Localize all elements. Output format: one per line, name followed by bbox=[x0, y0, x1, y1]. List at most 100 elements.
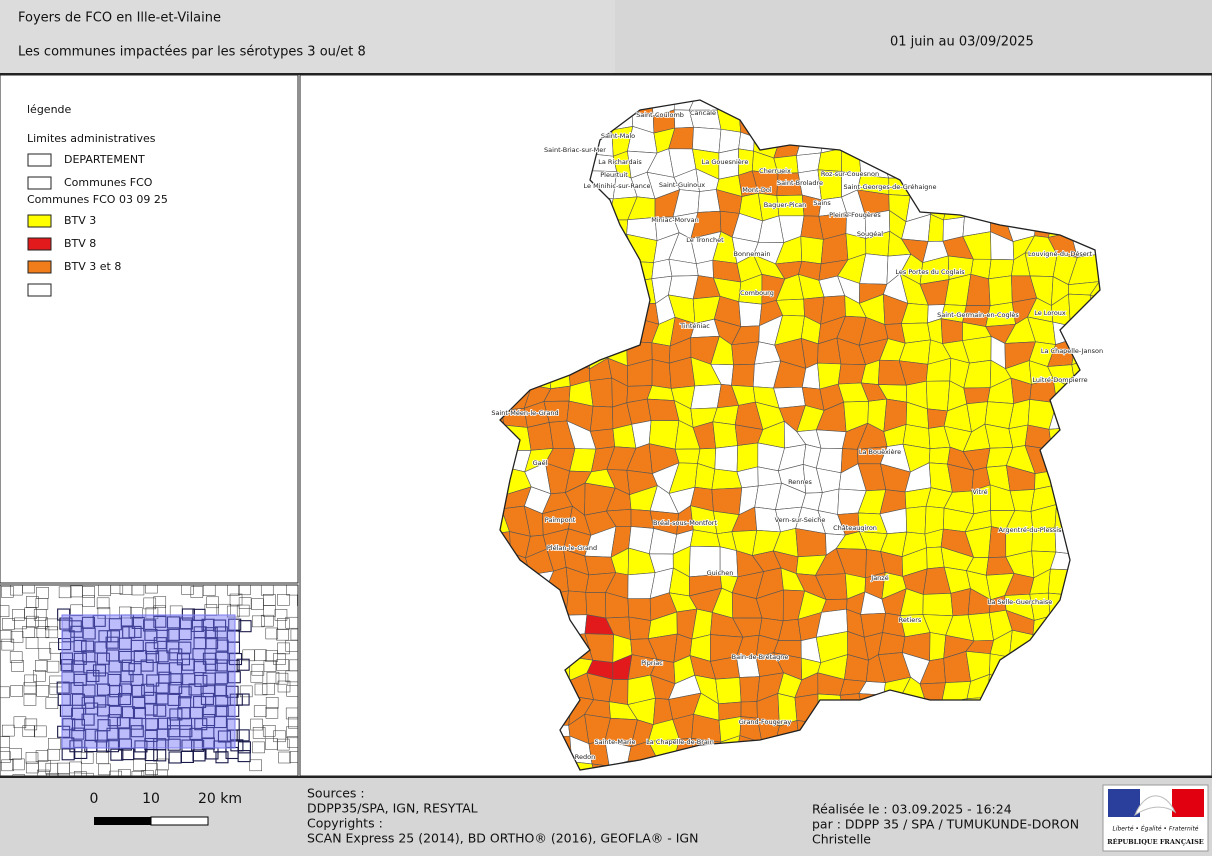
inset-commune bbox=[265, 738, 278, 750]
inset-commune bbox=[277, 618, 290, 630]
legend-swatch bbox=[27, 153, 52, 167]
commune-label: Plélan-le-Grand bbox=[547, 544, 597, 552]
inset-commune bbox=[35, 750, 49, 762]
legend-label: BTV 8 bbox=[64, 237, 96, 250]
commune-label: Rennes bbox=[788, 478, 812, 486]
inset-commune bbox=[297, 594, 298, 606]
inset-commune bbox=[265, 650, 278, 662]
inset-commune bbox=[83, 661, 97, 674]
inset-commune bbox=[59, 652, 74, 665]
inset-commune bbox=[61, 748, 75, 761]
inset-commune bbox=[201, 727, 215, 740]
legend-swatch bbox=[27, 176, 52, 190]
logo-marianne bbox=[1133, 795, 1177, 817]
inset-commune bbox=[56, 681, 70, 694]
inset-commune bbox=[110, 585, 124, 594]
commune-label: Bonnemain bbox=[734, 250, 771, 258]
scale-label: 20 km bbox=[198, 791, 242, 807]
inset-commune bbox=[144, 748, 158, 762]
inset-commune bbox=[109, 685, 123, 698]
inset-commune bbox=[38, 648, 52, 660]
inset-commune bbox=[226, 704, 240, 717]
inset-commune bbox=[60, 659, 74, 672]
inset-commune bbox=[263, 605, 276, 617]
inset-commune bbox=[192, 749, 206, 762]
inset-commune bbox=[59, 704, 73, 717]
inset-commune bbox=[179, 725, 193, 738]
inset-commune bbox=[251, 598, 264, 610]
inset-commune bbox=[226, 605, 240, 618]
inset-commune bbox=[262, 683, 275, 695]
inset-commune bbox=[236, 604, 250, 617]
commune-label: Vern-sur-Seiche bbox=[775, 516, 826, 524]
commune-label: La Gouesnière bbox=[702, 158, 749, 166]
inset-commune bbox=[1, 586, 14, 598]
commune-area bbox=[608, 679, 629, 705]
commune-label: Gaël bbox=[533, 459, 548, 467]
inset-commune bbox=[105, 740, 120, 753]
inset-commune bbox=[82, 684, 96, 697]
inset-commune bbox=[129, 717, 143, 730]
inset-commune bbox=[276, 738, 290, 751]
commune-area bbox=[628, 616, 652, 640]
inset-commune bbox=[178, 628, 192, 641]
sources: Sources :DDPP35/SPA, IGN, RESYTALCopyrig… bbox=[307, 786, 698, 846]
inset-commune bbox=[1, 759, 14, 772]
commune-area bbox=[589, 377, 613, 408]
commune-area bbox=[715, 677, 742, 705]
inset-commune bbox=[128, 625, 142, 638]
inset-commune bbox=[82, 586, 95, 598]
inset-commune bbox=[24, 607, 37, 619]
inset-commune bbox=[131, 770, 145, 776]
inset-commune bbox=[38, 760, 51, 772]
inset-commune bbox=[285, 670, 298, 683]
inset-commune bbox=[70, 604, 83, 617]
inset-commune bbox=[215, 639, 229, 652]
inset-commune bbox=[217, 730, 231, 743]
commune-labels: Saint-Coulomb Cancale Saint-Malo Saint-Bria… bbox=[491, 108, 1104, 762]
commune-label: Saint-Guinoux bbox=[659, 181, 705, 189]
inset-commune bbox=[45, 618, 58, 631]
department-boundary bbox=[499, 99, 1101, 771]
commune-area bbox=[963, 387, 991, 405]
commune-area bbox=[589, 405, 614, 432]
inset-commune bbox=[145, 585, 158, 594]
legend-title: légende bbox=[27, 103, 72, 116]
inset-commune bbox=[237, 741, 251, 754]
inset-commune bbox=[277, 594, 290, 606]
inset-commune bbox=[59, 617, 73, 630]
source-line: Sources : bbox=[307, 786, 365, 801]
inset-commune bbox=[190, 619, 204, 632]
inset-commune bbox=[25, 752, 39, 764]
inset-commune bbox=[145, 607, 159, 620]
inset-commune bbox=[237, 750, 251, 763]
commune-label: Le Tronchet bbox=[686, 236, 724, 244]
commune-label: La Bouëxière bbox=[859, 448, 901, 456]
commune-area bbox=[922, 592, 954, 617]
inset-commune bbox=[200, 692, 214, 705]
legend: Limites administratives DEPARTEMENT Commun… bbox=[27, 132, 168, 297]
legend-panel bbox=[0, 74, 299, 584]
inset-commune bbox=[277, 642, 290, 655]
inset-commune bbox=[33, 725, 47, 738]
commune-area bbox=[712, 421, 739, 449]
commune-label: Argentré-du-Plessis bbox=[999, 526, 1063, 534]
inset-commune bbox=[167, 738, 181, 751]
inset-commune bbox=[254, 649, 267, 662]
credit-line: par : DDPP 35 / SPA / TUMUKUNDE-DORON bbox=[812, 817, 1079, 832]
inset-commune bbox=[285, 616, 298, 629]
commune-label: La Chapelle-de-Brain bbox=[646, 738, 714, 746]
commune-label: Bain-de-Bretagne bbox=[732, 653, 789, 661]
commune-label: Saint-Briac-sur-Mer bbox=[544, 146, 606, 154]
commune-label: Luitré-Dompierre bbox=[1032, 376, 1087, 384]
commune-label: La Selle-Guerchaise bbox=[988, 598, 1053, 606]
commune-label: Bréal-sous-Montfort bbox=[653, 519, 718, 527]
commune-label: Tinténiac bbox=[679, 322, 710, 330]
inset-commune bbox=[155, 682, 169, 695]
commune-label: Pleine-Fougères bbox=[829, 211, 881, 219]
inset-commune bbox=[24, 718, 38, 731]
inset-commune bbox=[131, 585, 145, 596]
commune-label: Le Loroux bbox=[1034, 309, 1066, 317]
inset-commune bbox=[249, 759, 262, 772]
